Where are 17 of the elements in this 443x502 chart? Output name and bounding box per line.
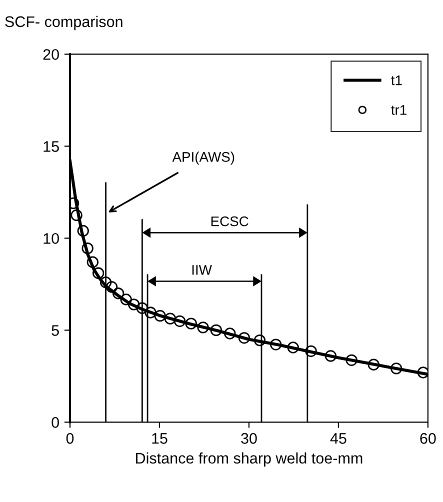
annotation: API(AWS) [172, 152, 234, 165]
annotation: ECSC [211, 216, 248, 226]
x-tick-label: 45 [330, 433, 346, 444]
x-tick-label: 0 [66, 433, 74, 444]
y-tick-label: 5 [52, 325, 59, 336]
chart-title: SCF- comparison [5, 16, 122, 30]
x-tick-label: 30 [241, 433, 257, 444]
annotation: IIW [192, 265, 212, 275]
x-tick-label: 60 [420, 433, 436, 444]
y-tick-label: 0 [52, 417, 59, 428]
x-axis-title: Distance from sharp weld toe-mm [136, 452, 362, 467]
legend-label: t1 [391, 76, 402, 86]
legend-label: tr1 [391, 105, 406, 115]
y-tick-label: 10 [44, 233, 59, 244]
x-tick-label: 15 [152, 433, 168, 444]
y-tick-label: 20 [43, 49, 59, 60]
y-tick-label: 15 [44, 141, 59, 152]
